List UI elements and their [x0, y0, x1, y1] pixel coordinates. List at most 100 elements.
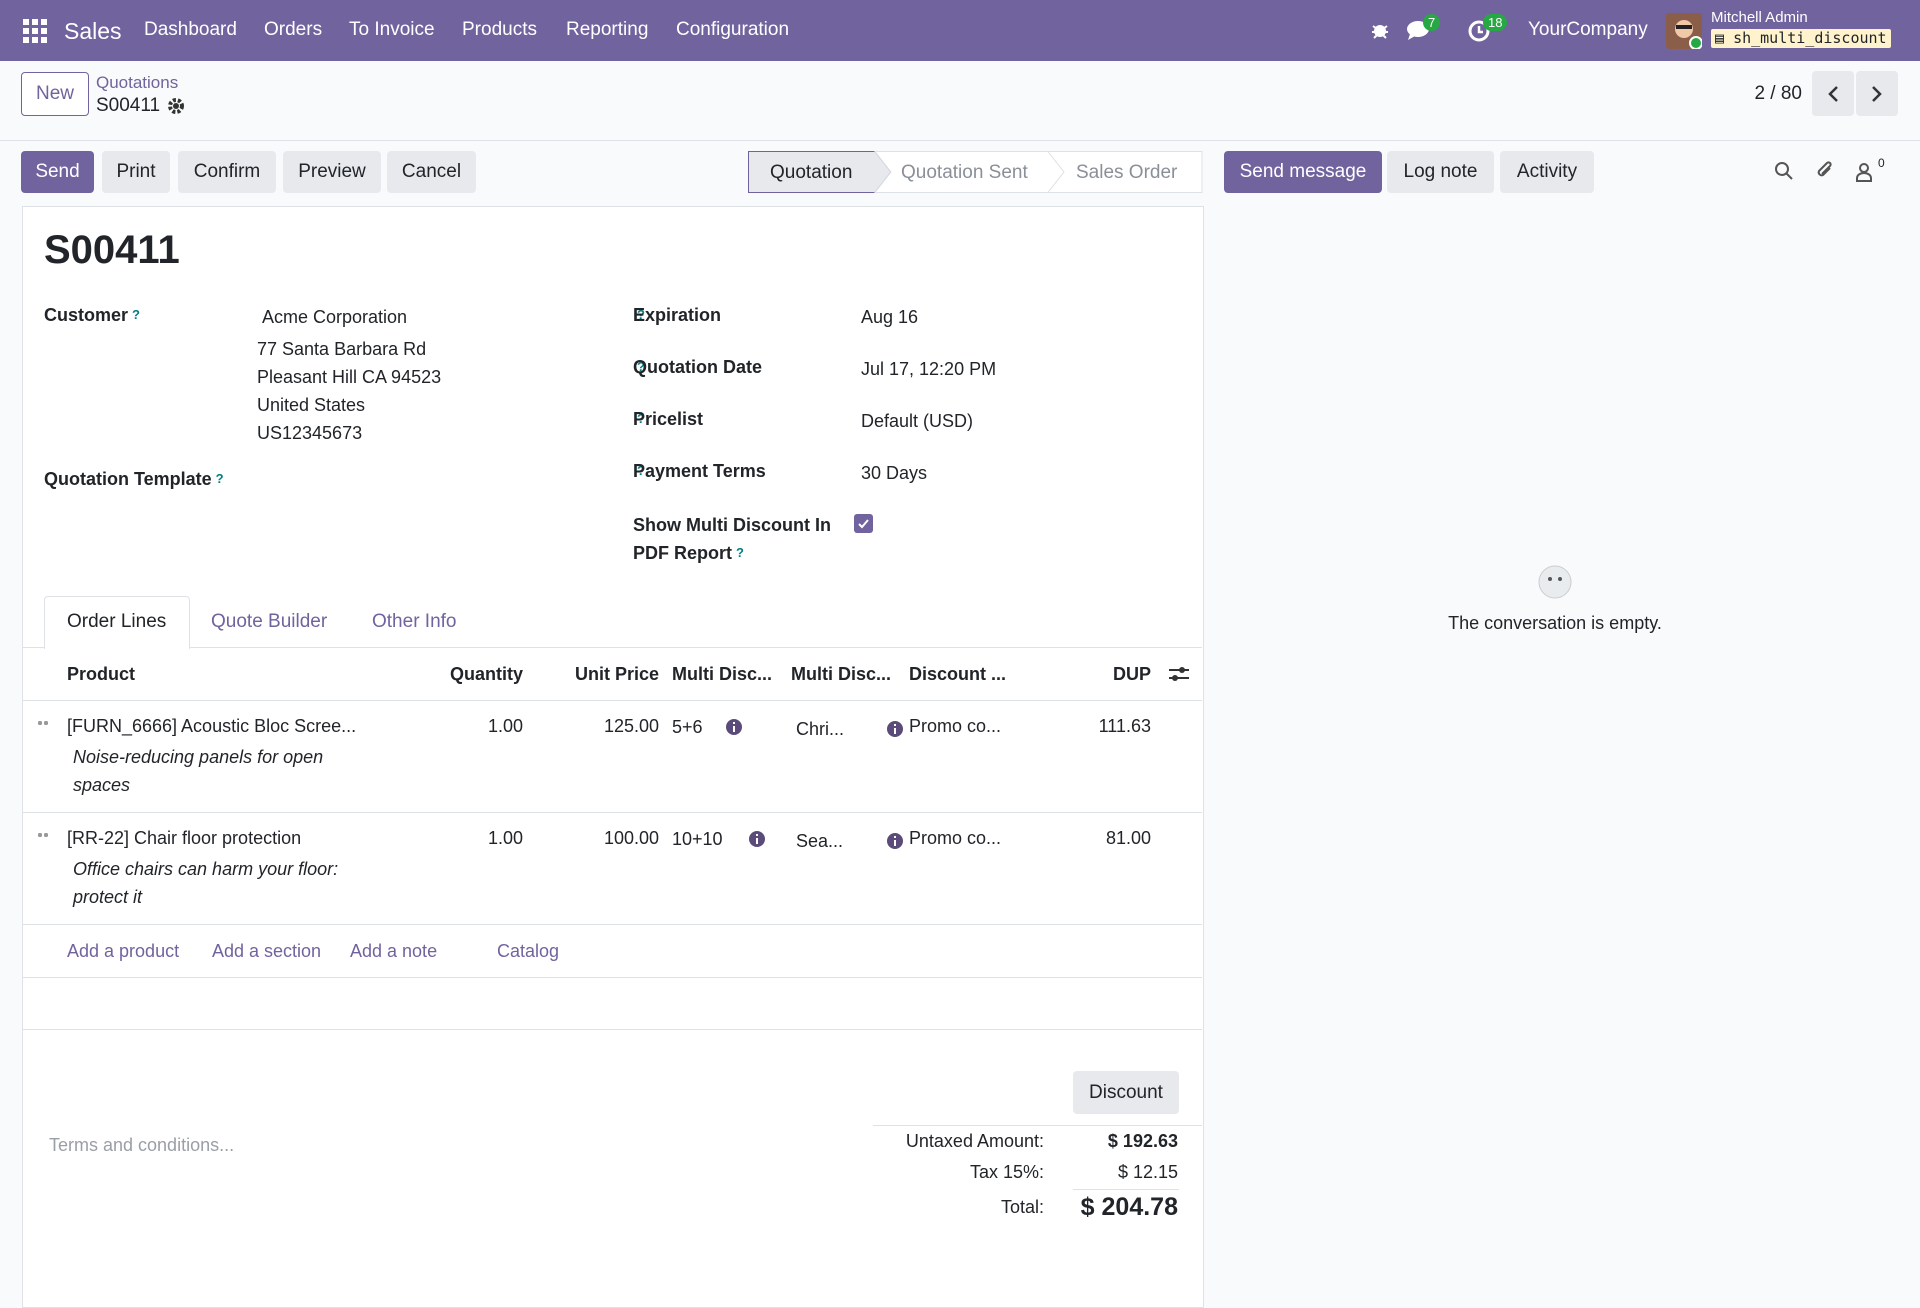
- menu-item[interactable]: To Invoice: [349, 19, 435, 40]
- company[interactable]: YourCompany: [1528, 19, 1648, 40]
- record-name: S00411: [96, 95, 161, 116]
- info-icon[interactable]: [726, 719, 742, 735]
- help-mark[interactable]: ?: [637, 359, 645, 374]
- menu-item[interactable]: Configuration: [676, 19, 790, 40]
- quantity: 1.00: [487, 828, 523, 848]
- column-header[interactable]: Product: [67, 664, 136, 684]
- status-current[interactable]: Quotation: [770, 162, 853, 183]
- statusbar: [748, 151, 1203, 193]
- total-divider: [1073, 1189, 1179, 1190]
- field-value[interactable]: Default (USD): [861, 411, 974, 431]
- dup: 111.63: [1098, 716, 1151, 736]
- add-link[interactable]: Catalog: [497, 941, 560, 961]
- field-label: Customer?: [44, 304, 140, 326]
- description: Noise-reducing panels for open spaces: [73, 747, 324, 795]
- info-icon[interactable]: [887, 833, 903, 849]
- tab[interactable]: Other Info: [372, 611, 457, 632]
- pager-prev[interactable]: [1812, 71, 1854, 116]
- messages-badge: 7: [1423, 14, 1441, 31]
- table-border: [22, 977, 1202, 978]
- add-link[interactable]: Add a product: [67, 941, 180, 961]
- terms-placeholder[interactable]: Terms and conditions...: [49, 1135, 235, 1155]
- add-link[interactable]: Add a note: [350, 941, 438, 961]
- avatar[interactable]: [1666, 13, 1702, 49]
- help-mark[interactable]: ?: [637, 411, 645, 426]
- empty-chatter: The conversation is empty.: [1448, 613, 1662, 633]
- checkbox[interactable]: [854, 514, 873, 533]
- chatter-button[interactable]: Log note: [1387, 151, 1494, 193]
- total-value: $ 12.15: [1117, 1162, 1178, 1182]
- discount-button[interactable]: Discount: [1073, 1071, 1179, 1114]
- gear-icon[interactable]: [167, 97, 185, 115]
- help-mark[interactable]: ?: [637, 307, 645, 322]
- help-mark[interactable]: ?: [215, 471, 224, 486]
- column-header[interactable]: Discount ...: [909, 664, 1007, 684]
- app-name[interactable]: Sales: [64, 18, 122, 44]
- field-value[interactable]: Jul 17, 12:20 PM: [861, 359, 997, 379]
- new-button[interactable]: New: [21, 72, 89, 116]
- add-link[interactable]: Add a section: [212, 941, 322, 961]
- label-text: Quotation Date: [633, 357, 762, 377]
- customer-name[interactable]: Acme Corporation: [262, 307, 408, 327]
- status-step[interactable]: Quotation Sent: [901, 162, 1028, 183]
- column-header[interactable]: Multi Disc...: [672, 664, 773, 684]
- checkbox-tick: [858, 519, 869, 529]
- unit-price: 125.00: [603, 716, 659, 736]
- status-step[interactable]: Sales Order: [1076, 162, 1178, 183]
- activities-icon[interactable]: [1467, 19, 1491, 43]
- handle-dots: [38, 833, 42, 837]
- menu-item[interactable]: Orders: [264, 19, 323, 40]
- column-header[interactable]: DUP: [1112, 664, 1151, 684]
- attachment-icon[interactable]: [1815, 160, 1835, 182]
- help-mark[interactable]: ?: [736, 545, 744, 560]
- database: sh_multi_discount: [1733, 29, 1887, 47]
- label-text: Quotation Template: [44, 469, 212, 489]
- optional-columns-icon[interactable]: [1168, 664, 1190, 684]
- help-mark[interactable]: ?: [637, 463, 645, 478]
- menu-item[interactable]: Products: [462, 19, 537, 40]
- pager-next[interactable]: [1856, 71, 1898, 116]
- table-border: [22, 1029, 1202, 1030]
- menu-item[interactable]: Reporting: [566, 19, 649, 40]
- field-label: Expiration?: [633, 304, 721, 326]
- column-header[interactable]: Unit Price: [574, 664, 659, 684]
- empty-face: [1538, 565, 1572, 599]
- action-button[interactable]: Cancel: [387, 151, 476, 193]
- info-icon[interactable]: [887, 721, 903, 737]
- product[interactable]: [RR-22] Chair floor protection: [67, 828, 302, 848]
- chatter-button[interactable]: Activity: [1500, 151, 1594, 193]
- debug-icon[interactable]: [1370, 20, 1390, 40]
- action-button[interactable]: Send: [21, 151, 94, 193]
- user-name[interactable]: Mitchell Admin: [1711, 9, 1808, 26]
- field-value[interactable]: Aug 16: [861, 307, 919, 327]
- address-line: Pleasant Hill CA 94523: [257, 367, 442, 387]
- action-button[interactable]: Print: [102, 151, 170, 193]
- breadcrumb[interactable]: Quotations: [96, 73, 179, 92]
- total-value: $ 204.78: [1080, 1193, 1178, 1221]
- tab[interactable]: Order Lines: [67, 611, 167, 632]
- tab[interactable]: Quote Builder: [211, 611, 328, 632]
- action-button[interactable]: Confirm: [178, 151, 276, 193]
- divider: [0, 140, 1920, 141]
- label-text: Customer: [44, 305, 129, 325]
- column-header[interactable]: Quantity: [449, 664, 523, 684]
- header-border: [22, 700, 1202, 701]
- totals-divider: [873, 1125, 1202, 1126]
- info-icon[interactable]: [749, 831, 765, 847]
- address-line: United States: [257, 395, 366, 415]
- apps-icon[interactable]: [23, 19, 47, 43]
- column-header[interactable]: Multi Disc...: [791, 664, 892, 684]
- action-button[interactable]: Preview: [283, 151, 381, 193]
- search-icon[interactable]: [1774, 161, 1794, 181]
- followers-icon[interactable]: [1855, 162, 1873, 182]
- field-label: Pricelist?: [633, 408, 703, 430]
- unit-price: 100.00: [603, 828, 659, 848]
- chatter-button[interactable]: Send message: [1224, 151, 1382, 193]
- dup: 81.00: [1105, 828, 1151, 848]
- help-mark[interactable]: ?: [132, 307, 140, 322]
- handle-dots: [38, 721, 42, 725]
- field-value[interactable]: 30 Days: [861, 463, 928, 483]
- menu-item[interactable]: Dashboard: [144, 19, 237, 40]
- product[interactable]: [FURN_6666] Acoustic Bloc Scree...: [67, 716, 357, 736]
